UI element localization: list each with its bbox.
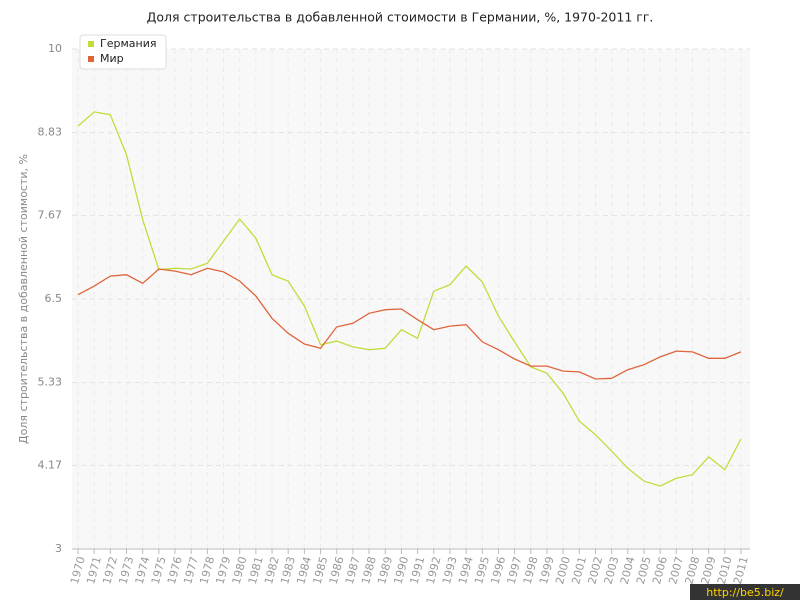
lines [77, 111, 742, 487]
grid [72, 48, 750, 550]
chart-title: Доля строительства в добавленной стоимос… [147, 10, 654, 25]
legend-label[interactable]: Германия [100, 37, 156, 50]
y-tick-label: 5.33 [38, 376, 63, 389]
legend-label[interactable]: Мир [100, 52, 124, 65]
y-tick-label: 6.5 [45, 292, 63, 305]
watermark: http://be5.biz/ [706, 586, 784, 599]
legend-swatch [88, 41, 94, 47]
watermark-background [690, 584, 800, 600]
legend-swatch [88, 56, 94, 62]
y-tick-label: 8.83 [38, 126, 63, 139]
y-tick-label: 7.67 [38, 208, 63, 221]
y-tick-label: 10 [48, 42, 62, 55]
y-tick-label: 3 [55, 542, 62, 555]
y-axis-label: Доля строительства в добавленной стоимос… [17, 154, 30, 444]
series-line [77, 267, 742, 380]
series-line [77, 111, 742, 487]
legend-box [79, 34, 167, 70]
legend: Германия Мир [79, 34, 167, 70]
y-tick-label: 4.17 [38, 458, 63, 471]
